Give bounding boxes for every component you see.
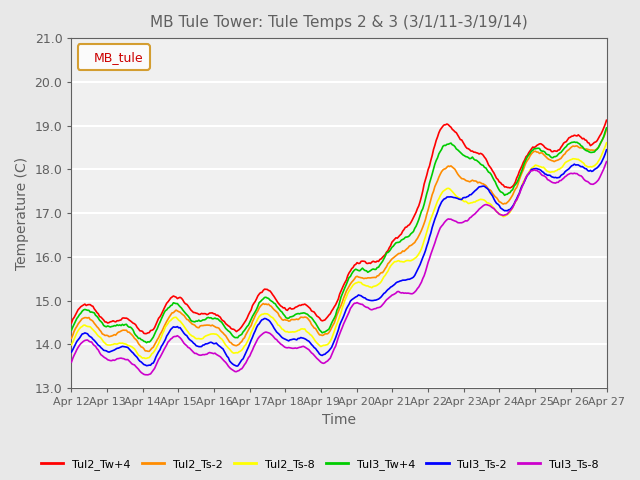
Tul3_Ts-8: [144, 372, 152, 378]
Tul3_Ts-2: [458, 197, 465, 203]
Tul3_Ts-2: [603, 147, 611, 153]
Tul3_Ts-2: [281, 336, 289, 342]
Tul2_Ts-2: [68, 336, 76, 341]
Tul2_Ts-2: [243, 329, 251, 335]
Tul3_Tw+4: [143, 340, 150, 346]
Tul3_Ts-8: [132, 364, 140, 370]
Tul2_Tw+4: [455, 134, 463, 140]
Tul2_Ts-8: [68, 342, 76, 348]
Tul2_Ts-2: [406, 243, 413, 249]
Tul2_Tw+4: [68, 320, 76, 326]
Tul3_Ts-2: [132, 353, 140, 359]
Tul2_Ts-8: [458, 197, 465, 203]
Tul2_Ts-8: [243, 339, 251, 345]
Tul2_Ts-8: [406, 258, 413, 264]
Line: Tul3_Tw+4: Tul3_Tw+4: [72, 128, 607, 343]
Tul3_Ts-8: [455, 220, 463, 226]
Tul2_Tw+4: [132, 322, 140, 328]
Tul2_Ts-8: [141, 356, 149, 361]
Tul3_Tw+4: [458, 151, 465, 156]
Line: Tul3_Ts-8: Tul3_Ts-8: [72, 162, 607, 375]
Legend: MB_tule: MB_tule: [77, 44, 150, 70]
Tul3_Ts-2: [455, 196, 463, 202]
Tul2_Ts-8: [603, 140, 611, 146]
Line: Tul2_Ts-2: Tul2_Ts-2: [72, 130, 607, 351]
Tul3_Tw+4: [455, 148, 463, 154]
Legend: Tul2_Tw+4, Tul2_Ts-2, Tul2_Ts-8, Tul3_Tw+4, Tul3_Ts-2, Tul3_Ts-8: Tul2_Tw+4, Tul2_Ts-2, Tul2_Ts-8, Tul3_Tw…: [36, 455, 604, 474]
Tul3_Ts-2: [406, 276, 413, 282]
Tul3_Ts-8: [281, 344, 289, 350]
Tul3_Tw+4: [68, 327, 76, 333]
Tul2_Tw+4: [281, 305, 289, 311]
Tul3_Ts-8: [406, 290, 413, 296]
Tul2_Ts-2: [281, 317, 289, 323]
Title: MB Tule Tower: Tule Temps 2 & 3 (3/1/11-3/19/14): MB Tule Tower: Tule Temps 2 & 3 (3/1/11-…: [150, 15, 528, 30]
Tul3_Tw+4: [406, 233, 413, 239]
Tul3_Tw+4: [132, 333, 140, 338]
Line: Tul2_Tw+4: Tul2_Tw+4: [72, 120, 607, 334]
Tul2_Ts-8: [132, 348, 140, 354]
Tul2_Tw+4: [243, 315, 251, 321]
Tul2_Ts-8: [455, 195, 463, 201]
Tul2_Ts-8: [281, 328, 289, 334]
Tul2_Ts-2: [132, 336, 140, 342]
Tul3_Tw+4: [243, 324, 251, 329]
X-axis label: Time: Time: [322, 413, 356, 427]
Tul3_Ts-8: [68, 359, 76, 365]
Tul2_Tw+4: [603, 118, 611, 123]
Tul2_Ts-2: [458, 176, 465, 181]
Tul3_Ts-8: [458, 220, 465, 226]
Tul2_Tw+4: [406, 222, 413, 228]
Tul2_Ts-2: [145, 348, 153, 354]
Y-axis label: Temperature (C): Temperature (C): [15, 156, 29, 270]
Tul3_Ts-2: [243, 347, 251, 353]
Tul3_Ts-8: [603, 159, 611, 165]
Tul2_Tw+4: [458, 137, 465, 143]
Tul2_Ts-2: [603, 127, 611, 132]
Tul3_Ts-8: [243, 357, 251, 363]
Tul3_Tw+4: [603, 125, 611, 131]
Line: Tul3_Ts-2: Tul3_Ts-2: [72, 150, 607, 366]
Tul3_Ts-2: [68, 349, 76, 355]
Line: Tul2_Ts-8: Tul2_Ts-8: [72, 143, 607, 359]
Tul2_Ts-2: [455, 173, 463, 179]
Tul3_Tw+4: [281, 313, 289, 319]
Tul2_Tw+4: [141, 331, 149, 336]
Tul3_Ts-2: [232, 363, 240, 369]
